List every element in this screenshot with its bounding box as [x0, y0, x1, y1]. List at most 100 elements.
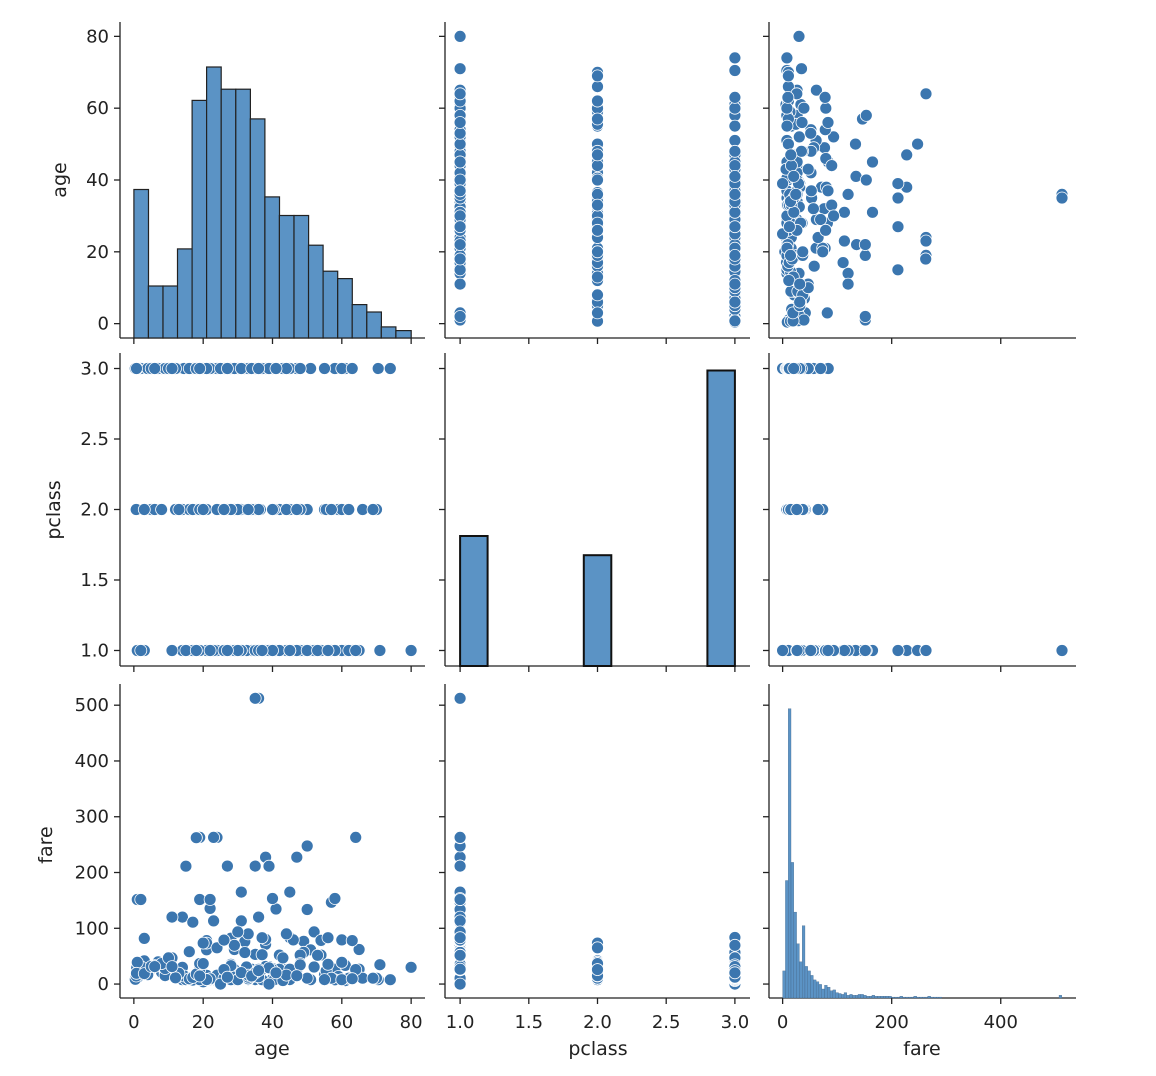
scatter-point — [345, 972, 359, 986]
scatter-point — [453, 893, 467, 906]
scatter-point — [919, 644, 933, 657]
hist-bar-fare — [843, 992, 847, 999]
hist-bar-fare — [838, 993, 842, 999]
scatter-point — [838, 234, 851, 248]
scatter-point — [728, 64, 742, 77]
hist-bar-fare — [832, 989, 836, 999]
scatter-point — [137, 503, 151, 516]
scatter-point — [155, 503, 169, 516]
scatter-point — [318, 362, 331, 375]
scatter-point — [814, 362, 827, 375]
scatter-point — [728, 277, 742, 291]
hist-bar-fare — [827, 987, 831, 999]
scatter-point — [189, 831, 203, 845]
scatter-point — [810, 83, 823, 97]
scatter-point — [728, 101, 742, 115]
x-tick-label: 3.0 — [721, 1012, 750, 1033]
hist-bar-fare — [896, 996, 901, 999]
scatter-point — [241, 503, 255, 516]
scatter-point — [919, 252, 933, 266]
hist-bar-age — [162, 285, 179, 339]
scatter-point — [300, 903, 314, 916]
scatter-point — [453, 126, 467, 140]
scatter-point — [728, 220, 742, 234]
scatter-point — [849, 137, 862, 151]
x-tick-label: 20 — [192, 1012, 215, 1033]
x-axis-label-pclass: pclass — [568, 1038, 627, 1060]
scatter-point — [807, 259, 821, 273]
scatter-point — [321, 931, 335, 945]
hist-bar-fare — [863, 995, 867, 999]
scatter-point — [148, 960, 162, 973]
x-tick-label: 0 — [777, 1012, 788, 1033]
scatter-point — [891, 191, 905, 205]
scatter-point — [252, 964, 266, 977]
hist-bar-fare — [807, 970, 811, 999]
scatter-point — [196, 957, 210, 970]
panel-fare-vs-pclass: 1.0 1.5 2.0 2.5 3.0 — [439, 684, 750, 1033]
hist-bar-fare — [916, 996, 920, 999]
scatter-point — [900, 148, 914, 162]
scatter-point — [780, 101, 794, 115]
scatter-point — [321, 957, 335, 971]
panel-pclass-vs-fare — [763, 353, 1076, 672]
scatter-point — [591, 306, 604, 320]
scatter-point — [404, 960, 418, 974]
scatter-point — [189, 644, 203, 657]
hist-bar-age — [337, 278, 353, 339]
scatter-point — [349, 831, 363, 844]
y-tick-label: 0 — [98, 974, 109, 995]
scatter-point — [335, 955, 349, 969]
scatter-point — [453, 30, 467, 43]
scatter-point — [182, 945, 196, 959]
scatter-point — [248, 859, 262, 873]
scatter-point — [453, 962, 467, 976]
hist-bar-age — [278, 214, 295, 339]
scatter-point — [252, 362, 266, 375]
scatter-point — [728, 205, 742, 219]
scatter-point — [148, 362, 162, 375]
scatter-point — [820, 306, 834, 320]
x-axis-label-age: age — [254, 1038, 289, 1060]
hist-bar-fare — [804, 966, 808, 999]
hist-bar-fare — [846, 995, 850, 999]
scatter-point — [785, 159, 798, 173]
scatter-point — [781, 91, 795, 104]
hist-bar-fare — [793, 911, 797, 999]
scatter-point — [591, 80, 604, 93]
hist-bar-age — [220, 88, 237, 339]
x-axis-label-fare: fare — [903, 1038, 940, 1060]
scatter-point — [827, 209, 840, 223]
scatter-point — [283, 885, 297, 899]
scatter-point — [591, 159, 604, 173]
scatter-point — [283, 644, 297, 657]
scatter-point — [453, 137, 467, 151]
scatter-point — [307, 960, 321, 974]
scatter-point — [453, 238, 467, 252]
scatter-point — [321, 644, 335, 657]
scatter-point — [255, 644, 269, 657]
x-tick-label: 0 — [128, 1012, 139, 1033]
scatter-point — [792, 30, 806, 43]
scatter-point — [787, 205, 801, 219]
scatter-point — [134, 644, 148, 657]
hist-bar-age — [235, 88, 252, 339]
scatter-point — [255, 931, 269, 945]
scatter-point — [728, 144, 742, 158]
hist-bar-fare — [824, 985, 828, 999]
scatter-point — [371, 362, 385, 375]
hist-bar-fare — [821, 988, 825, 999]
scatter-point — [728, 51, 742, 65]
hist-bar-pclass — [459, 535, 489, 667]
scatter-point — [728, 938, 742, 952]
scatter-point — [784, 248, 797, 262]
scatter-point — [795, 144, 808, 158]
scatter-point — [804, 184, 818, 198]
scatter-point — [728, 295, 742, 309]
hist-bar-fare — [882, 996, 887, 999]
scatter-point — [818, 91, 832, 104]
hist-bar-age — [264, 196, 281, 339]
hist-bar-fare — [857, 994, 861, 999]
scatter-point — [825, 198, 839, 212]
scatter-point — [792, 130, 806, 144]
